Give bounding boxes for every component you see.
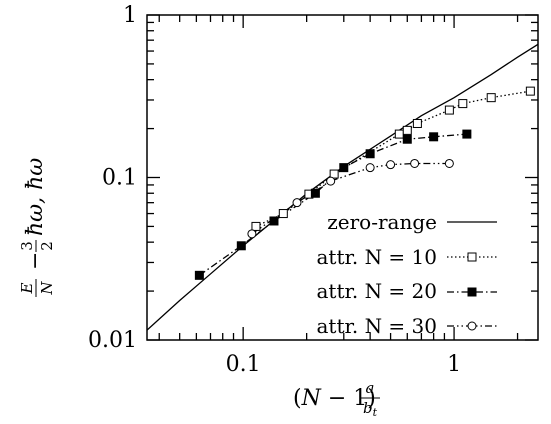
- svg-text:2: 2: [38, 241, 56, 251]
- data-point-series-2: [269, 216, 279, 226]
- svg-text:ħω, ħω: ħω, ħω: [23, 158, 48, 236]
- y-tick-label: 1: [123, 3, 137, 28]
- data-point-series-1: [486, 93, 496, 103]
- data-point-series-3: [410, 158, 420, 168]
- tick-label-layer: 0.1 1 0.01 0.1 1: [88, 3, 461, 377]
- svg-text:E: E: [18, 282, 36, 294]
- data-point-series-2: [236, 241, 246, 251]
- data-point-series-1: [412, 118, 422, 128]
- data-point-series-3: [292, 198, 302, 208]
- marker-layer: [194, 86, 535, 280]
- y-axis-label: E N − 3 2 ħω, ħω: [18, 158, 56, 297]
- data-point-series-1: [394, 129, 404, 139]
- x-axis-label: (N − 1) a bt: [293, 379, 380, 419]
- data-point-series-1: [329, 169, 339, 179]
- data-point-series-3: [386, 160, 396, 170]
- data-point-series-1: [278, 209, 288, 219]
- data-point-series-3: [444, 158, 454, 168]
- legend-marker-1: [467, 252, 477, 262]
- legend-marker-3: [467, 321, 477, 331]
- data-point-series-2: [462, 129, 472, 139]
- y-tick-label: 0.1: [102, 166, 137, 191]
- x-tick-label: 1: [447, 352, 461, 377]
- data-point-series-1: [402, 125, 412, 135]
- svg-text:a: a: [366, 379, 375, 397]
- data-point-series-1: [458, 99, 468, 109]
- legend-label-n20: attr. N = 20: [317, 279, 438, 303]
- data-point-series-1: [525, 86, 535, 96]
- legend-label-n10: attr. N = 10: [317, 245, 438, 269]
- legend-samples: [447, 221, 497, 331]
- data-point-series-2: [429, 132, 439, 142]
- data-point-series-2: [310, 188, 320, 198]
- legend-marker-2: [467, 287, 477, 297]
- legend-label-zero-range: zero-range: [327, 210, 437, 234]
- legend: zero-range attr. N = 10 attr. N = 20 att…: [317, 210, 497, 338]
- x-tick-label: 0.1: [226, 352, 261, 377]
- data-point-series-2: [194, 270, 204, 280]
- svg-text:−: −: [23, 252, 48, 270]
- data-point-series-1: [444, 105, 454, 115]
- data-point-series-3: [326, 176, 336, 186]
- data-point-series-3: [247, 229, 257, 239]
- data-point-series-2: [402, 134, 412, 144]
- data-point-series-1: [251, 221, 261, 231]
- legend-label-n30: attr. N = 30: [317, 314, 438, 338]
- data-point-series-2: [365, 149, 375, 159]
- data-point-series-2: [339, 163, 349, 173]
- svg-text:N: N: [38, 281, 56, 296]
- svg-text:3: 3: [18, 241, 36, 251]
- y-tick-label: 0.01: [88, 328, 137, 353]
- tick-layer: [147, 14, 538, 341]
- data-point-series-3: [365, 163, 375, 173]
